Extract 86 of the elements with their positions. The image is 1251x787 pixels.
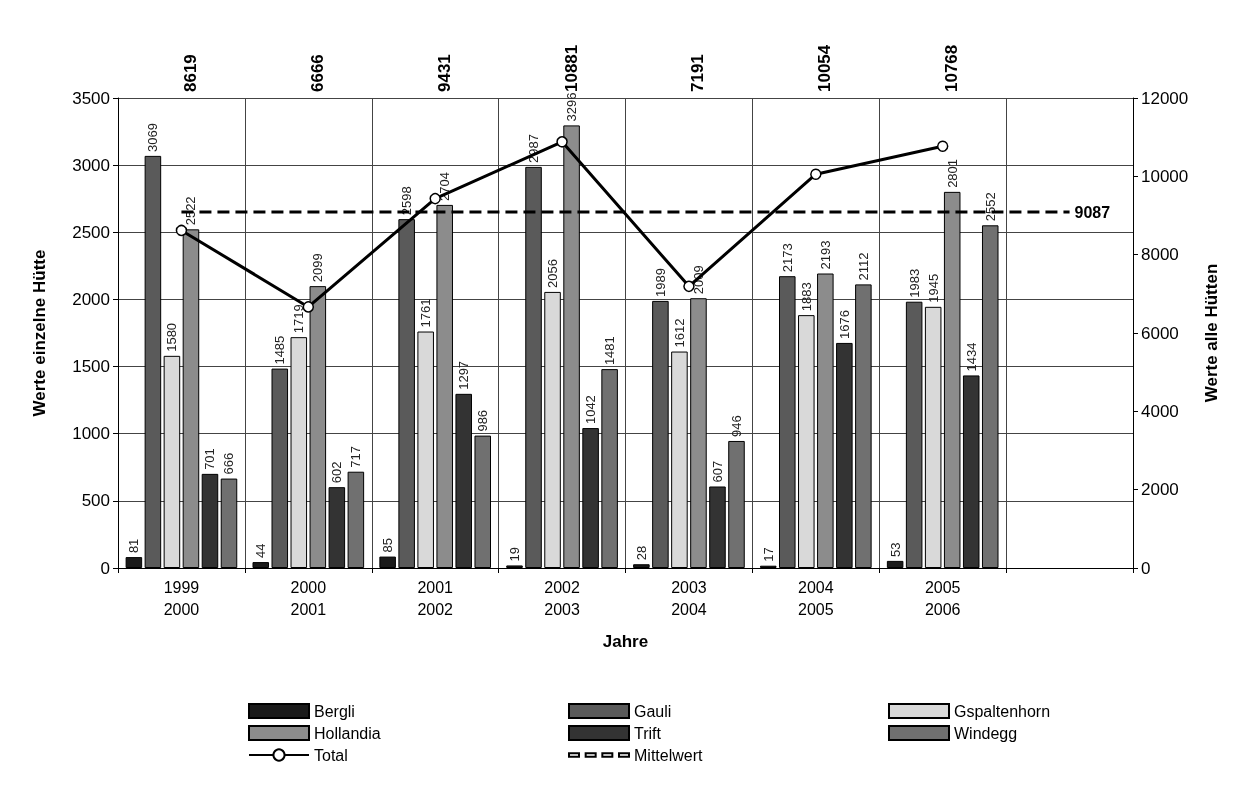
data-label: 1719 xyxy=(291,304,307,334)
y2-tick-label: 2000 xyxy=(1141,480,1179,500)
x-tick-label: 2002 2003 xyxy=(544,578,580,618)
data-label: 717 xyxy=(348,446,364,468)
y-tick-label: 2500 xyxy=(72,222,110,242)
text: 10054 xyxy=(815,44,835,92)
point xyxy=(429,192,441,205)
data-label: 2099 xyxy=(310,253,326,283)
data-label: 1612 xyxy=(671,318,687,348)
data-label: 19 xyxy=(507,546,523,562)
legend-label: Trift xyxy=(634,724,662,742)
data-label: 2112 xyxy=(855,252,871,281)
data-label: 1485 xyxy=(272,335,288,365)
data-label: 701 xyxy=(202,448,218,470)
y2-axis-title: Werte alle Hütten xyxy=(1202,263,1221,403)
y-tick-label: 0 xyxy=(100,558,110,578)
data-label: 53 xyxy=(887,542,903,557)
point xyxy=(936,140,949,152)
data-label: 1676 xyxy=(836,310,852,339)
y-axis-title: Werte einzelne Hütte xyxy=(30,249,49,417)
x-tick-label: 2005 2006 xyxy=(924,578,961,618)
data-label: 28 xyxy=(633,545,649,561)
y-tick-label: 3000 xyxy=(72,155,110,175)
data-label: 1945 xyxy=(925,273,941,303)
data-label: 602 xyxy=(329,461,345,484)
y-tick-label: 500 xyxy=(81,491,110,511)
x-axis-title: Jahre xyxy=(602,632,649,651)
data-label: 1481 xyxy=(602,336,618,366)
data-label: 1761 xyxy=(418,298,434,328)
y2-tick-label: 4000 xyxy=(1141,401,1179,421)
data-label: 3296 xyxy=(564,92,580,122)
data-label: 85 xyxy=(380,538,396,553)
text: 7191 xyxy=(688,54,708,92)
point xyxy=(302,301,315,313)
legend-label: Hollandia xyxy=(314,724,381,742)
legend-label: Gspaltenhorn xyxy=(954,702,1051,720)
text: 10881 xyxy=(561,44,581,92)
legend-label: Windegg xyxy=(954,724,1018,742)
text: 8619 xyxy=(180,54,200,92)
legend-label: Bergli xyxy=(314,702,355,720)
data-label: 946 xyxy=(728,415,744,437)
data-label: 2801 xyxy=(944,158,960,188)
data-label: 81 xyxy=(126,538,142,554)
y-tick-label: 3500 xyxy=(72,88,110,108)
data-label: 1297 xyxy=(456,360,472,390)
y-tick-label: 2000 xyxy=(72,289,110,309)
data-label: 1580 xyxy=(164,322,180,352)
data-label: 17 xyxy=(760,547,776,562)
data-label: 1883 xyxy=(798,282,814,312)
y2-tick-label: 10000 xyxy=(1141,166,1189,186)
y2-tick-label: 0 xyxy=(1141,558,1151,578)
point xyxy=(175,224,188,237)
data-label: 2598 xyxy=(399,186,415,216)
data-label: 986 xyxy=(475,409,491,432)
x-tick-label: 2004 2005 xyxy=(798,578,834,618)
y2-tick-label: 12000 xyxy=(1141,88,1189,108)
point xyxy=(810,168,822,180)
point xyxy=(683,280,695,293)
legend-label: Total xyxy=(314,746,348,764)
data-label: 2193 xyxy=(817,240,833,270)
data-label: 44 xyxy=(253,543,269,559)
text: 6666 xyxy=(307,54,327,92)
data-label: 607 xyxy=(709,460,725,483)
data-label: 1989 xyxy=(652,267,668,297)
data-label: 2056 xyxy=(545,258,561,288)
x-tick-label: 2003 2004 xyxy=(671,578,707,618)
legend-label: Gauli xyxy=(634,702,672,720)
text: 9431 xyxy=(434,54,454,92)
text: 10768 xyxy=(942,44,962,92)
data-label: 2552 xyxy=(982,192,998,222)
data-label: 1042 xyxy=(583,395,599,425)
y2-tick-label: 8000 xyxy=(1141,245,1179,265)
y-tick-label: 1500 xyxy=(72,357,110,377)
point xyxy=(556,136,568,148)
y-tick-label: 1000 xyxy=(72,424,110,444)
legend-label: Mittelwert xyxy=(634,746,704,764)
data-label: 2173 xyxy=(779,243,795,273)
data-label: 666 xyxy=(221,452,237,475)
y2-tick-label: 6000 xyxy=(1141,323,1179,343)
data-label: 3069 xyxy=(145,122,161,152)
data-label: 1434 xyxy=(963,342,979,372)
x-tick-label: 1999 2000 xyxy=(163,578,200,618)
x-tick-label: 2000 2001 xyxy=(290,578,327,618)
x-tick-label: 2001 2002 xyxy=(417,578,454,618)
data-label: 9087 xyxy=(1074,203,1111,221)
data-label: 1983 xyxy=(906,268,922,298)
